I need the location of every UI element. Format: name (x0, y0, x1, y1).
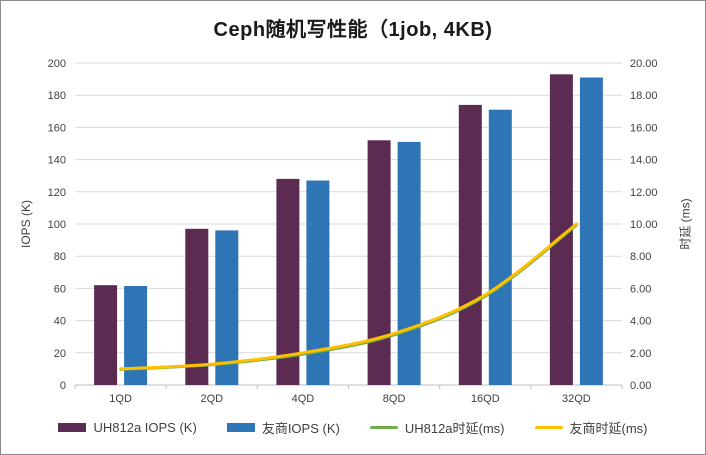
bar-series1-2qd (215, 230, 239, 385)
legend-swatch-series3 (534, 425, 563, 429)
right-axis-tick-label: 8.00 (630, 251, 651, 263)
bar-series0-2qd (185, 228, 209, 385)
x-axis-category-label: 32QD (562, 393, 591, 405)
right-axis-tick-label: 16.00 (630, 122, 658, 134)
bar-series1-1qd (124, 286, 148, 385)
right-axis-tick-label: 14.00 (630, 155, 658, 167)
bar-series0-8qd (367, 140, 391, 385)
left-axis-tick-label: 40 (54, 316, 66, 328)
left-axis-tick-label: 200 (48, 58, 66, 70)
left-axis-tick-label: 0 (60, 380, 66, 392)
bar-series0-16qd (458, 104, 482, 386)
right-axis-tick-label: 0.00 (630, 380, 651, 392)
legend-swatch-series0 (58, 422, 87, 432)
legend-item-series3: 友商时延(ms) (534, 418, 648, 437)
legend-label-series0: UH812a IOPS (K) (93, 419, 197, 435)
chart-legend: UH812a IOPS (K) 友商IOPS (K) UH812a时延(ms) 友商时… (1, 414, 705, 440)
bar-series0-4qd (276, 178, 300, 385)
left-axis-tick-label: 140 (48, 155, 66, 167)
right-axis-tick-label: 20.00 (630, 58, 658, 70)
x-axis-category-label: 2QD (200, 393, 223, 405)
x-axis-category-label: 8QD (383, 393, 406, 405)
left-axis-tick-label: 100 (48, 219, 66, 231)
bar-series0-32qd (549, 74, 573, 386)
legend-label-series2: UH812a时延(ms) (404, 420, 505, 436)
left-axis-tick-label: 20 (54, 348, 66, 360)
right-axis-tick-label: 2.00 (630, 348, 651, 360)
right-axis-tick-label: 6.00 (630, 283, 651, 295)
legend-swatch-series2 (369, 425, 398, 429)
bar-series1-4qd (306, 180, 330, 385)
legend-label-series1: 友商IOPS (K) (261, 420, 340, 436)
bar-series1-8qd (397, 141, 421, 385)
legend-item-series1: 友商IOPS (K) (226, 418, 340, 437)
bar-series0-1qd (94, 285, 118, 385)
right-axis-tick-label: 18.00 (630, 90, 658, 102)
bar-series1-16qd (488, 109, 512, 385)
legend-label-series3: 友商时延(ms) (569, 420, 648, 436)
left-axis-tick-label: 120 (48, 187, 66, 199)
legend-item-series0: UH812a IOPS (K) (58, 419, 197, 435)
x-axis-category-label: 4QD (292, 393, 315, 405)
bar-series1-32qd (579, 77, 603, 385)
x-axis-category-label: 1QD (109, 393, 132, 405)
legend-item-series2: UH812a时延(ms) (369, 418, 505, 437)
right-axis-tick-label: 12.00 (630, 187, 658, 199)
line-series1 (119, 222, 578, 371)
legend-swatch-series1 (226, 422, 255, 432)
left-axis-tick-label: 60 (54, 283, 66, 295)
right-axis-tick-label: 4.00 (630, 316, 651, 328)
x-axis-category-label: 16QD (471, 393, 500, 405)
chart-title: Ceph随机写性能（1job, 4KB) (213, 19, 493, 41)
left-axis-tick-label: 160 (48, 122, 66, 134)
left-axis-tick-label: 80 (54, 251, 66, 263)
right-axis-tick-label: 10.00 (630, 219, 658, 231)
left-axis-tick-label: 180 (48, 90, 66, 102)
